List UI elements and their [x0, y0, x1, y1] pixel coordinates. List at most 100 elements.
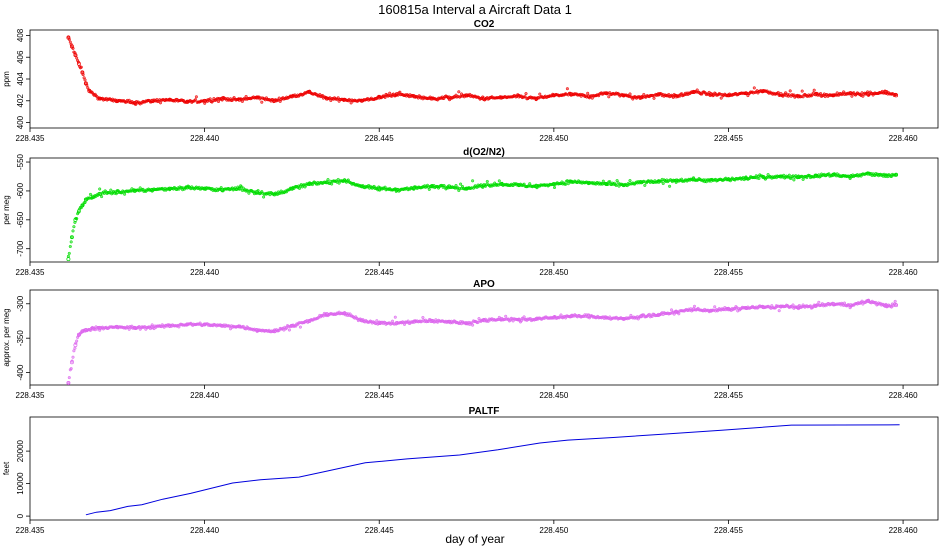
paltf-y-tick-label: 0 — [16, 513, 25, 518]
apo-scatter-point — [75, 339, 79, 343]
co2-scatter-point — [752, 86, 756, 90]
o2n2-scatter-point — [459, 182, 463, 186]
co2-scatter-point — [628, 92, 632, 96]
co2-scatter-point — [75, 56, 79, 60]
o2n2-scatter-point — [661, 181, 665, 186]
o2n2-scatter-point — [68, 244, 72, 249]
co2-scatter-point — [220, 98, 224, 102]
co2-scatter-point — [194, 95, 198, 99]
apo-scatter-point — [73, 346, 77, 350]
o2n2-scatter-point — [412, 187, 416, 191]
co2-y-tick-label: 400 — [16, 115, 25, 129]
co2-x-tick-label: 228.435 — [16, 134, 45, 143]
co2-x-tick-label: 228.460 — [889, 134, 918, 143]
paltf-x-tick-label: 228.435 — [16, 526, 45, 535]
co2-scatter-point — [524, 92, 528, 96]
apo-scatter-point — [713, 305, 717, 309]
apo-y-tick-label: -300 — [16, 295, 25, 312]
paltf-y-axis-label: feet — [2, 461, 11, 475]
o2n2-scatter-point — [330, 182, 334, 186]
paltf-y-tick-label: 10000 — [16, 472, 25, 495]
co2-x-tick-label: 228.450 — [539, 134, 568, 143]
apo-scatter-point — [71, 355, 75, 359]
o2n2-scatter-point — [83, 200, 87, 205]
co2-y-tick-label: 408 — [16, 28, 25, 42]
co2-y-tick-label: 402 — [16, 94, 25, 108]
apo-scatter-point — [777, 309, 781, 313]
o2n2-scatter-point — [256, 189, 260, 193]
co2-scatter-point — [457, 90, 461, 94]
co2-scatter-point — [76, 60, 81, 64]
o2n2-scatter-point — [471, 179, 475, 183]
o2n2-scatter-point — [75, 217, 79, 221]
o2n2-scatter-point — [88, 192, 93, 196]
apo-scatter-point — [66, 381, 70, 385]
apo-scatter-point — [70, 359, 74, 363]
o2n2-scatter-point — [427, 187, 431, 191]
apo-scatter-point — [669, 308, 674, 312]
co2-scatter-point — [894, 92, 898, 97]
o2n2-scatter-point — [608, 180, 612, 184]
co2-scatter-point — [607, 95, 611, 99]
o2n2-x-tick-label: 228.440 — [190, 268, 219, 277]
apo-scatter-point — [817, 300, 821, 304]
apo-y-tick-label: -400 — [16, 364, 25, 381]
apo-x-tick-label: 228.455 — [714, 391, 743, 400]
o2n2-scatter-point — [123, 192, 127, 196]
co2-scatter-point — [260, 100, 264, 104]
co2-scatter-point — [67, 37, 71, 41]
co2-scatter-point — [74, 53, 78, 58]
co2-scatter-point — [69, 42, 73, 46]
o2n2-x-tick-label: 228.455 — [714, 268, 743, 277]
apo-scatter-point — [287, 328, 291, 332]
paltf-x-tick-label: 228.450 — [539, 526, 568, 535]
co2-scatter-point — [383, 95, 387, 99]
o2n2-scatter-point — [114, 192, 118, 196]
o2n2-plot-frame — [29, 157, 939, 263]
o2n2-scatter-point — [564, 182, 568, 186]
co2-scatter-point — [523, 95, 527, 99]
o2n2-scatter-point — [72, 225, 76, 229]
co2-x-tick-label: 228.445 — [365, 134, 394, 143]
o2n2-scatter-point — [497, 179, 501, 183]
o2n2-y-tick-label: -600 — [16, 182, 25, 199]
o2n2-scatter-point — [73, 220, 77, 224]
o2n2-x-tick-label: 228.445 — [365, 268, 394, 277]
o2n2-scatter-point — [66, 254, 70, 258]
o2n2-x-tick-label: 228.450 — [539, 268, 568, 277]
apo-scatter-point — [471, 323, 475, 327]
co2-x-tick-label: 228.455 — [714, 134, 743, 143]
paltf-x-tick-label: 228.440 — [190, 526, 219, 535]
apo-scatter-point — [69, 367, 73, 371]
o2n2-scatter-point — [383, 185, 387, 189]
o2n2-scatter-point — [628, 179, 632, 183]
co2-scatter-point — [193, 98, 198, 102]
apo-x-tick-label: 228.445 — [365, 391, 394, 400]
paltf-x-tick-label: 228.445 — [365, 526, 394, 535]
apo-scatter-point — [298, 325, 302, 329]
o2n2-scatter-point — [100, 195, 104, 199]
paltf-plot-frame — [29, 416, 939, 521]
o2n2-scatter-point — [485, 179, 489, 184]
paltf-x-tick-label: 228.455 — [714, 526, 743, 535]
o2n2-scatter-point — [219, 186, 223, 190]
co2-scatter-point — [819, 92, 823, 96]
apo-scatter-point — [72, 349, 76, 353]
co2-scatter-point — [73, 51, 77, 55]
o2n2-y-tick-label: -700 — [16, 240, 25, 257]
o2n2-title: d(O2/N2) — [463, 147, 505, 158]
panel-co2: CO2 ppm 228.435 228.440 228.445 228.450 228.45… — [2, 19, 939, 143]
o2n2-scatter-point — [67, 251, 71, 255]
o2n2-scatter-point — [70, 235, 74, 239]
co2-scatter-point — [216, 99, 221, 104]
co2-scatter-point — [158, 101, 163, 105]
co2-scatter-point — [80, 70, 84, 74]
o2n2-y-axis-label: per meg — [2, 195, 11, 224]
o2n2-scatter-point — [326, 178, 330, 182]
co2-scatter-point — [81, 73, 85, 77]
co2-scatter-point — [652, 96, 656, 100]
o2n2-scatter-point — [238, 187, 242, 191]
co2-scatter-point — [85, 83, 89, 87]
co2-y-tick-label: 404 — [16, 72, 25, 86]
